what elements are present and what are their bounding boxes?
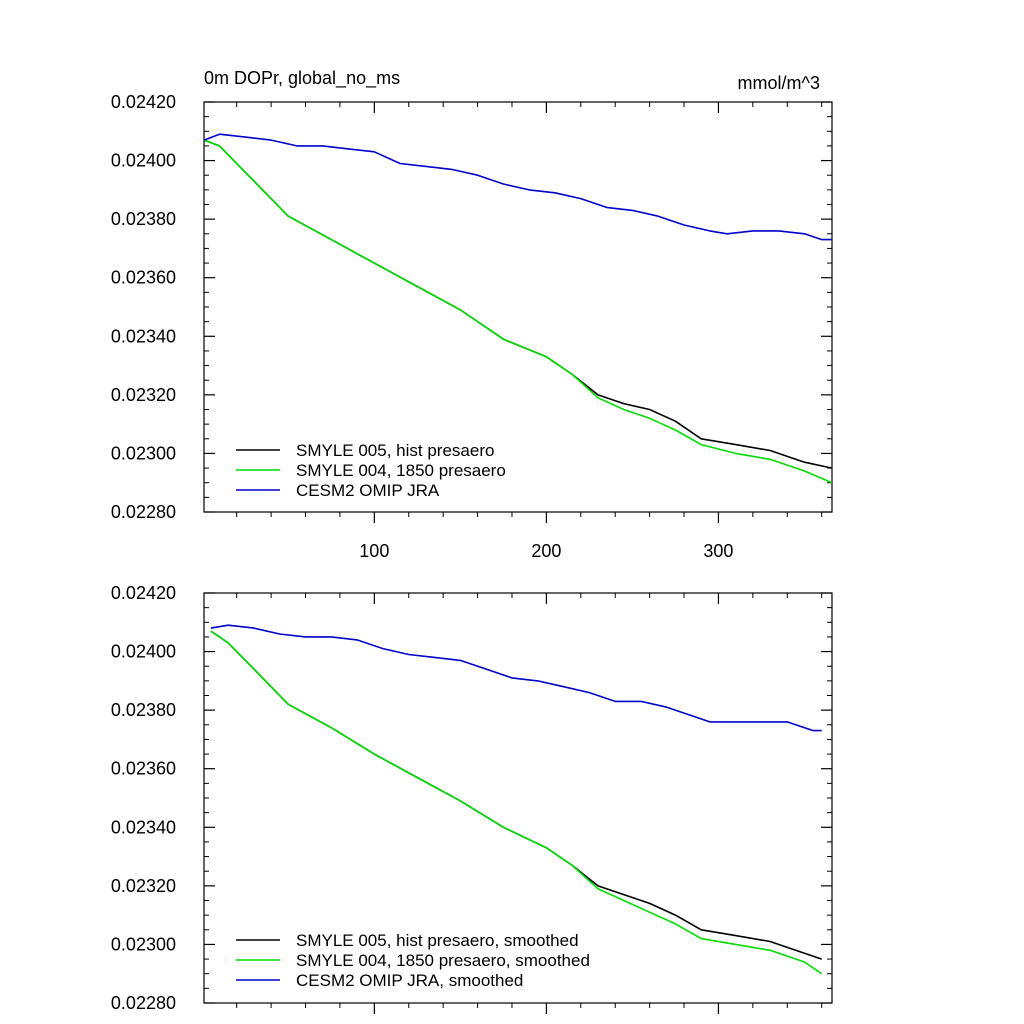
x-tick-label: 300: [703, 541, 733, 561]
chart-title: 0m DOPr, global_no_ms: [204, 68, 400, 89]
y-tick-label: 0.02360: [111, 759, 176, 779]
chart-panel-2: 0.02280 0.02300 0.02320 0.02340 0.02360 0.023…: [111, 583, 833, 1014]
legend-label: CESM2 OMIP JRA, smoothed: [296, 971, 523, 990]
series-line-3: [203, 133, 832, 241]
x-tick-label: 100: [359, 541, 389, 561]
legend-label: SMYLE 004, 1850 presaero, smoothed: [296, 951, 590, 970]
y-tick-label: 0.02420: [111, 92, 176, 112]
y-tick-label: 0.02400: [111, 151, 176, 171]
chart-panel-1: 0.02280 0.02300 0.02320 0.02340 0.02360 0.023…: [111, 68, 833, 561]
series-line-2: [203, 139, 833, 484]
y-tick-label: 0.02420: [111, 583, 176, 603]
y-tick-label: 0.02320: [111, 385, 176, 405]
y-tick-label: 0.02340: [111, 326, 176, 346]
legend-label: SMYLE 005, hist presaero: [296, 441, 494, 460]
legend-label: SMYLE 005, hist presaero, smoothed: [296, 931, 579, 950]
legend-label: CESM2 OMIP JRA: [296, 481, 440, 500]
y-tick-label: 0.02400: [111, 642, 176, 662]
y-tick-label: 0.02300: [111, 934, 176, 954]
y-tick-label: 0.02360: [111, 268, 176, 288]
series-line-1: [203, 139, 833, 469]
legend-label: SMYLE 004, 1850 presaero: [296, 461, 506, 480]
y-tick-label: 0.02280: [111, 993, 176, 1013]
y-tick-label: 0.02380: [111, 700, 176, 720]
y-tick-label: 0.02280: [111, 502, 176, 522]
y-tick-label: 0.02300: [111, 443, 176, 463]
series-line-1: [210, 630, 822, 960]
x-tick-label: 200: [531, 541, 561, 561]
y-tick-label: 0.02340: [111, 817, 176, 837]
series-line-3: [210, 624, 822, 732]
units-label: mmol/m^3: [738, 73, 820, 93]
y-tick-label: 0.02320: [111, 876, 176, 896]
series-line-2: [210, 630, 823, 975]
y-tick-label: 0.02380: [111, 209, 176, 229]
